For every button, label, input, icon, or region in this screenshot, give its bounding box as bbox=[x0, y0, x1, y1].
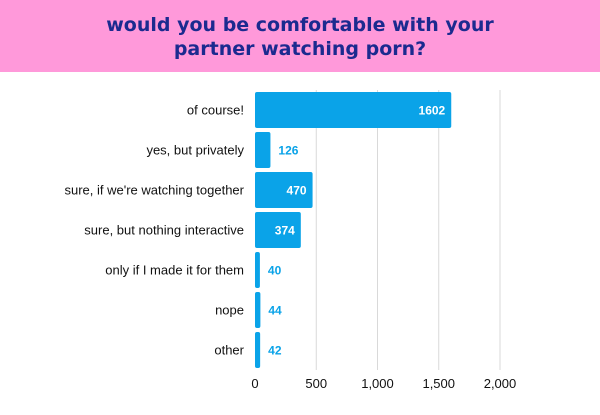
value-label: 40 bbox=[268, 264, 282, 278]
chart-title: would you be comfortable with your partn… bbox=[106, 14, 494, 60]
bar bbox=[255, 92, 452, 128]
value-label: 126 bbox=[278, 144, 298, 158]
x-tick-label: 0 bbox=[251, 376, 258, 391]
bar bbox=[255, 172, 313, 208]
bar bbox=[255, 132, 271, 168]
value-label: 1602 bbox=[419, 104, 446, 118]
bar bbox=[255, 332, 261, 368]
category-label: nope bbox=[215, 303, 244, 318]
bar bbox=[255, 292, 261, 328]
category-label: other bbox=[214, 343, 244, 358]
value-label: 42 bbox=[268, 344, 282, 358]
x-tick-label: 500 bbox=[305, 376, 327, 391]
category-label: sure, but nothing interactive bbox=[84, 223, 244, 238]
bar bbox=[255, 212, 301, 248]
x-tick-label: 1,500 bbox=[422, 376, 455, 391]
bar-chart: 0 500 1,000 1,500 2,000 of course! 1602 yes, bu… bbox=[64, 90, 517, 391]
category-label: of course! bbox=[187, 103, 244, 118]
category-label: sure, if we're watching together bbox=[64, 183, 244, 198]
value-label: 374 bbox=[275, 224, 295, 238]
x-tick-label: 2,000 bbox=[484, 376, 517, 391]
category-label: only if I made it for them bbox=[105, 263, 244, 278]
value-label: 470 bbox=[287, 184, 307, 198]
value-label: 44 bbox=[268, 304, 282, 318]
x-tick-label: 1,000 bbox=[361, 376, 394, 391]
bar bbox=[255, 252, 260, 288]
category-label: yes, but privately bbox=[146, 143, 244, 158]
title-banner: would you be comfortable with your partn… bbox=[0, 0, 600, 72]
